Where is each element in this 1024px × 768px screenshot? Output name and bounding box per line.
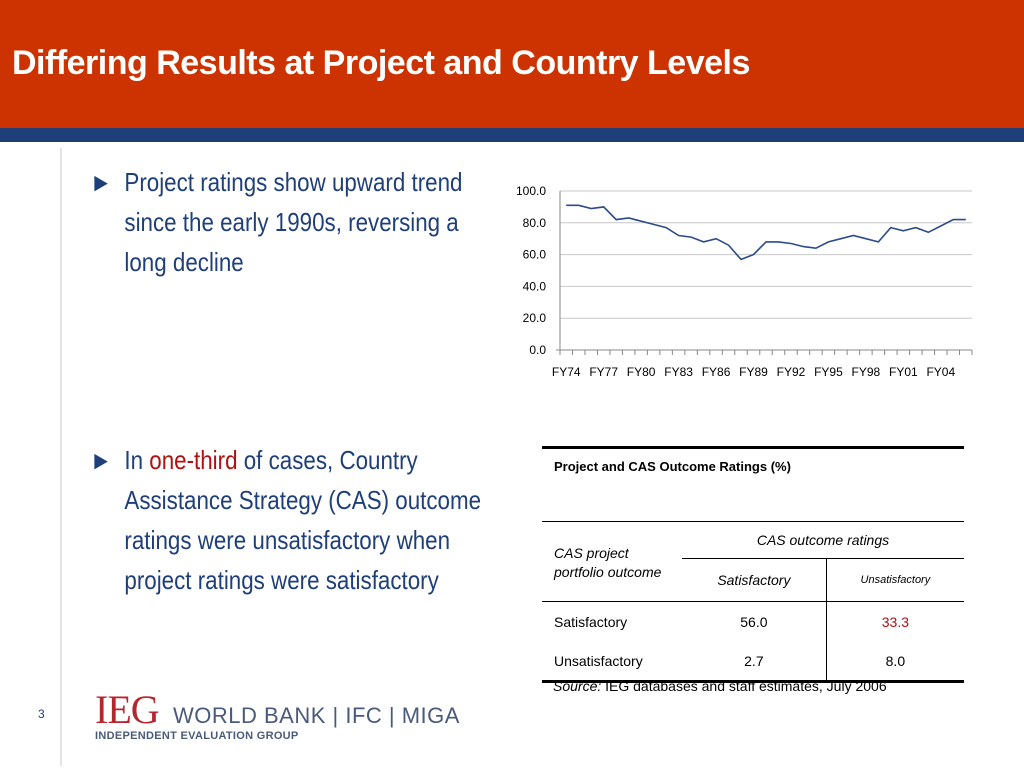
project-ratings-line-chart: 0.0 20.0 40.0 60.0 80.0 100.0 FY74 FY77 FY80 FY83… — [516, 184, 973, 379]
x-tick-label: FY89 — [739, 365, 768, 379]
x-tick-label: FY74 — [552, 365, 581, 379]
source-label: Source: — [553, 678, 602, 694]
source-text: IEG databases and staff estimates, July … — [601, 678, 887, 694]
bullet-text: Project ratings show upward trend since … — [124, 167, 463, 277]
slide-title: Differing Results at Project and Country… — [12, 44, 750, 82]
bullet-arrow-icon: ► — [90, 167, 113, 197]
row-label: Unsatisfactory — [554, 653, 643, 669]
cell-value: 2.7 — [682, 642, 827, 682]
logo-ieg-mark: IEG — [95, 687, 160, 732]
bullet-text-pre: In — [124, 445, 150, 475]
x-tick-label: FY98 — [852, 365, 881, 379]
logo-organizations: WORLD BANK | IFC | MIGA — [173, 703, 460, 728]
table-group-header: CAS outcome ratings — [682, 521, 964, 559]
title-bar-gap — [0, 142, 1024, 145]
y-tick-label: 60.0 — [523, 248, 547, 262]
cell-value: 56.0 — [682, 601, 827, 642]
table-source-note: Source: IEG databases and staff estimate… — [553, 677, 953, 696]
cell-value: 8.0 — [885, 653, 906, 669]
x-tick-label: FY95 — [814, 365, 843, 379]
x-tick-label: FY77 — [589, 365, 618, 379]
col-header-satisfactory: Satisfactory — [682, 558, 827, 602]
cell-value-highlight: 33.3 — [881, 614, 909, 630]
y-tick-label: 40.0 — [523, 279, 547, 293]
table-row-header: CAS project portfolio outcome — [542, 521, 682, 602]
x-tick-label: FY04 — [926, 365, 955, 379]
x-tick-label: FY86 — [702, 365, 731, 379]
logo-subtitle: INDEPENDENT EVALUATION GROUP — [95, 730, 299, 742]
y-tick-label: 0.0 — [529, 343, 546, 357]
x-tick-label: FY83 — [664, 365, 693, 379]
page-number: 3 — [38, 707, 45, 721]
bullet-arrow-icon: ► — [90, 445, 113, 475]
y-tick-label: 80.0 — [523, 216, 547, 230]
bullet-highlight: one-third — [149, 445, 238, 475]
table-row: Satisfactory 56.0 33.3 — [542, 601, 964, 642]
cas-ratings-table: Project and CAS Outcome Ratings (%) CAS … — [542, 446, 964, 683]
title-bar-rule — [0, 128, 1024, 142]
y-tick-label: 100.0 — [516, 184, 546, 198]
project-ratings-series-line — [566, 204, 966, 261]
x-tick-label: FY01 — [889, 365, 918, 379]
bullet-text-post: of cases, Country Assistance Strategy (C… — [124, 445, 482, 595]
bullet-text: In one-third of cases, Country Assistanc… — [124, 440, 485, 600]
x-tick-label: FY80 — [627, 365, 656, 379]
col-header-unsatisfactory: Unsatisfactory — [826, 558, 964, 602]
cas-ratings-table-container: Project and CAS Outcome Ratings (%) CAS … — [542, 446, 964, 683]
title-bar — [0, 0, 1024, 128]
table-row: Unsatisfactory 2.7 8.0 — [542, 642, 964, 682]
y-tick-label: 20.0 — [523, 311, 547, 325]
x-tick-label: FY92 — [777, 365, 806, 379]
table-title: Project and CAS Outcome Ratings (%) — [542, 447, 964, 522]
row-label: Satisfactory — [554, 614, 628, 630]
